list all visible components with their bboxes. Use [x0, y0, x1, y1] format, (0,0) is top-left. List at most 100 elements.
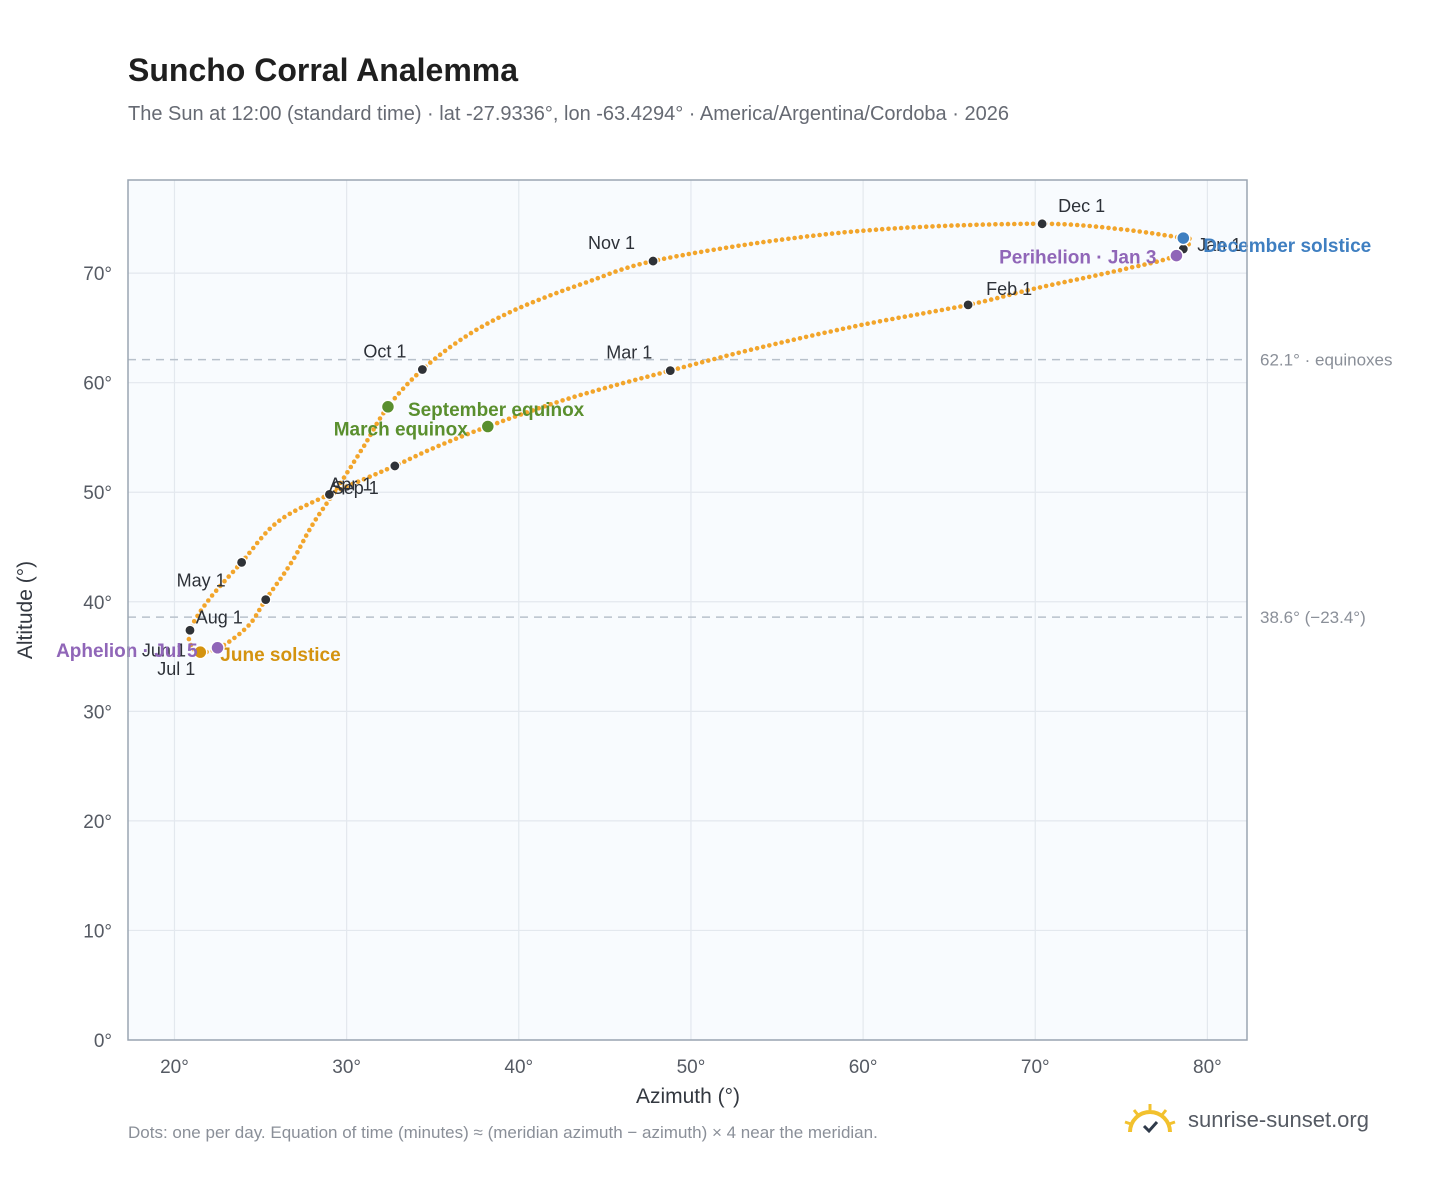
daily-dot — [1087, 223, 1092, 229]
month-label: Jul 1 — [157, 659, 195, 679]
x-tick-label: 80° — [1193, 1057, 1222, 1078]
daily-dot — [512, 414, 518, 419]
daily-dot — [241, 627, 247, 633]
event-label: June solstice — [220, 645, 340, 666]
chart-title: Suncho Corral Analemma — [128, 52, 519, 88]
daily-dot — [548, 402, 553, 407]
daily-dot — [307, 527, 312, 533]
daily-dot — [854, 228, 860, 234]
brand[interactable]: sunrise-sunset.org — [1122, 1102, 1369, 1138]
daily-dot — [257, 607, 262, 613]
daily-dot — [477, 427, 482, 432]
daily-dot — [834, 327, 840, 333]
daily-dot — [748, 241, 754, 247]
daily-dot — [1123, 266, 1129, 272]
daily-dot — [1160, 257, 1166, 263]
daily-dot — [620, 380, 626, 386]
daily-dot — [1154, 259, 1159, 265]
daily-dot — [760, 344, 766, 350]
daily-dot — [414, 372, 419, 378]
daily-dot — [519, 304, 524, 310]
daily-dot — [191, 619, 197, 624]
daily-dot — [804, 234, 810, 239]
daily-dot — [711, 247, 716, 253]
daily-dot — [458, 337, 463, 343]
daily-dot — [974, 222, 979, 228]
daily-dot — [432, 356, 438, 361]
daily-dot — [779, 340, 784, 345]
daily-dot — [706, 358, 711, 363]
daily-dot — [428, 360, 433, 365]
daily-dot — [524, 302, 530, 307]
daily-dot — [1099, 224, 1105, 230]
daily-dot — [680, 252, 685, 258]
daily-dot — [345, 470, 350, 475]
y-tick-label: 20° — [83, 812, 112, 833]
daily-dot — [213, 588, 219, 593]
daily-dot — [1129, 265, 1135, 270]
daily-dot — [626, 379, 632, 384]
daily-dot — [195, 613, 200, 619]
daily-dot — [232, 635, 237, 641]
daily-dot — [554, 290, 559, 296]
event-marker — [1176, 230, 1191, 246]
daily-dot — [602, 385, 608, 391]
daily-dot — [698, 249, 704, 255]
daily-dot — [209, 593, 215, 598]
daily-dot — [917, 224, 923, 230]
daily-dot — [608, 384, 614, 389]
daily-dot — [883, 317, 889, 323]
daily-dot — [692, 250, 698, 256]
event-marker — [193, 644, 208, 660]
daily-dot — [988, 297, 994, 302]
daily-dot — [674, 253, 679, 259]
event-markers: December solstice Perihelion · Jan 3 March… — [56, 230, 1371, 666]
daily-dot — [494, 420, 500, 426]
daily-dot — [761, 239, 766, 245]
daily-dot — [877, 319, 883, 324]
analemma-daily-dots — [186, 221, 1192, 655]
daily-dot — [993, 222, 998, 227]
daily-dot — [767, 343, 772, 348]
daily-dot — [186, 636, 192, 642]
month-label: Jun 1 — [142, 640, 186, 660]
daily-dot — [614, 382, 620, 388]
daily-dot — [861, 228, 866, 233]
daily-dot — [914, 312, 920, 317]
daily-dot — [999, 221, 1004, 227]
daily-dot — [303, 533, 309, 538]
daily-dot — [976, 300, 982, 305]
daily-dot — [247, 550, 252, 556]
daily-dot — [258, 535, 264, 541]
daily-dot — [407, 456, 413, 462]
daily-dot — [791, 337, 797, 343]
daily-dot — [447, 438, 453, 444]
daily-dot — [530, 299, 536, 305]
daily-dot — [1049, 221, 1055, 227]
daily-dot — [730, 244, 735, 250]
plot-background — [128, 180, 1247, 1040]
daily-dot — [786, 236, 791, 242]
daily-dot — [613, 269, 618, 274]
daily-dot — [419, 451, 424, 456]
daily-dot — [633, 377, 638, 383]
month-label: Oct 1 — [363, 342, 406, 362]
daily-dot — [898, 225, 904, 231]
month-label: Jan 1 — [1197, 235, 1241, 255]
daily-dot — [309, 500, 315, 505]
daily-dot — [1156, 231, 1161, 237]
daily-dot — [361, 443, 367, 449]
y-tick-label: 40° — [83, 593, 112, 614]
daily-dot — [625, 265, 630, 271]
daily-dot — [267, 526, 273, 532]
daily-dot — [1062, 279, 1067, 285]
daily-dot — [459, 434, 465, 439]
daily-dot — [873, 227, 879, 232]
daily-dot — [374, 421, 380, 427]
daily-dot — [822, 330, 827, 336]
daily-dot — [1013, 291, 1018, 296]
daily-dot — [811, 233, 816, 238]
daily-dot — [699, 359, 705, 365]
daily-dot — [754, 240, 760, 246]
daily-dot — [817, 232, 822, 238]
